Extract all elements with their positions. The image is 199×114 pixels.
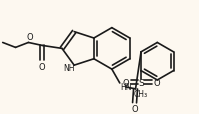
Text: NH: NH <box>63 63 75 72</box>
Text: CH₃: CH₃ <box>134 89 148 98</box>
Text: O: O <box>26 33 33 42</box>
Text: S: S <box>138 78 144 87</box>
Text: O: O <box>123 78 130 87</box>
Text: O: O <box>131 104 138 113</box>
Text: O: O <box>39 62 46 71</box>
Text: O: O <box>153 78 160 87</box>
Text: HN: HN <box>121 83 132 92</box>
